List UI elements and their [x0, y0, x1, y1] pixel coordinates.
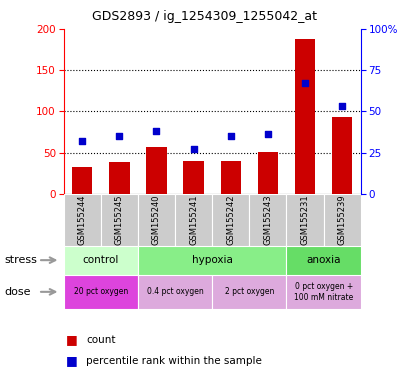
- Text: percentile rank within the sample: percentile rank within the sample: [86, 356, 261, 366]
- Bar: [137, 194, 175, 246]
- Bar: [137, 246, 286, 275]
- Text: hypoxia: hypoxia: [191, 255, 232, 265]
- Bar: [146, 147, 166, 194]
- Point: [79, 138, 85, 144]
- Bar: [286, 275, 360, 309]
- Bar: [212, 194, 249, 246]
- Text: GSM155231: GSM155231: [300, 195, 309, 245]
- Text: GSM155244: GSM155244: [77, 195, 86, 245]
- Text: GSM155245: GSM155245: [115, 195, 124, 245]
- Bar: [323, 194, 360, 246]
- Text: GSM155240: GSM155240: [152, 195, 161, 245]
- Text: GSM155243: GSM155243: [263, 195, 272, 245]
- Bar: [286, 194, 323, 246]
- Bar: [109, 162, 129, 194]
- Text: GDS2893 / ig_1254309_1255042_at: GDS2893 / ig_1254309_1255042_at: [92, 10, 317, 23]
- Point: [227, 133, 234, 139]
- Bar: [294, 39, 315, 194]
- Bar: [63, 194, 101, 246]
- Text: GSM155241: GSM155241: [189, 195, 198, 245]
- Point: [153, 128, 160, 134]
- Text: ■: ■: [65, 354, 77, 367]
- Bar: [175, 194, 212, 246]
- Text: 2 pct oxygen: 2 pct oxygen: [224, 287, 273, 296]
- Text: GSM155242: GSM155242: [226, 195, 235, 245]
- Bar: [212, 275, 286, 309]
- Bar: [286, 246, 360, 275]
- Text: anoxia: anoxia: [306, 255, 340, 265]
- Bar: [257, 152, 277, 194]
- Bar: [220, 161, 240, 194]
- Bar: [331, 117, 352, 194]
- Bar: [72, 167, 92, 194]
- Text: GSM155239: GSM155239: [337, 195, 346, 245]
- Point: [264, 131, 270, 137]
- Bar: [63, 275, 137, 309]
- Text: 0 pct oxygen +
100 mM nitrate: 0 pct oxygen + 100 mM nitrate: [293, 282, 353, 301]
- Point: [338, 103, 345, 109]
- Bar: [137, 275, 212, 309]
- Point: [116, 133, 122, 139]
- Text: 20 pct oxygen: 20 pct oxygen: [73, 287, 128, 296]
- Text: ■: ■: [65, 333, 77, 346]
- Point: [301, 80, 308, 86]
- Bar: [183, 161, 203, 194]
- Bar: [249, 194, 286, 246]
- Text: count: count: [86, 335, 115, 345]
- Text: control: control: [82, 255, 119, 265]
- Text: stress: stress: [4, 255, 37, 265]
- Bar: [101, 194, 137, 246]
- Text: dose: dose: [4, 287, 31, 297]
- Point: [190, 146, 196, 152]
- Bar: [63, 246, 137, 275]
- Text: 0.4 pct oxygen: 0.4 pct oxygen: [146, 287, 203, 296]
